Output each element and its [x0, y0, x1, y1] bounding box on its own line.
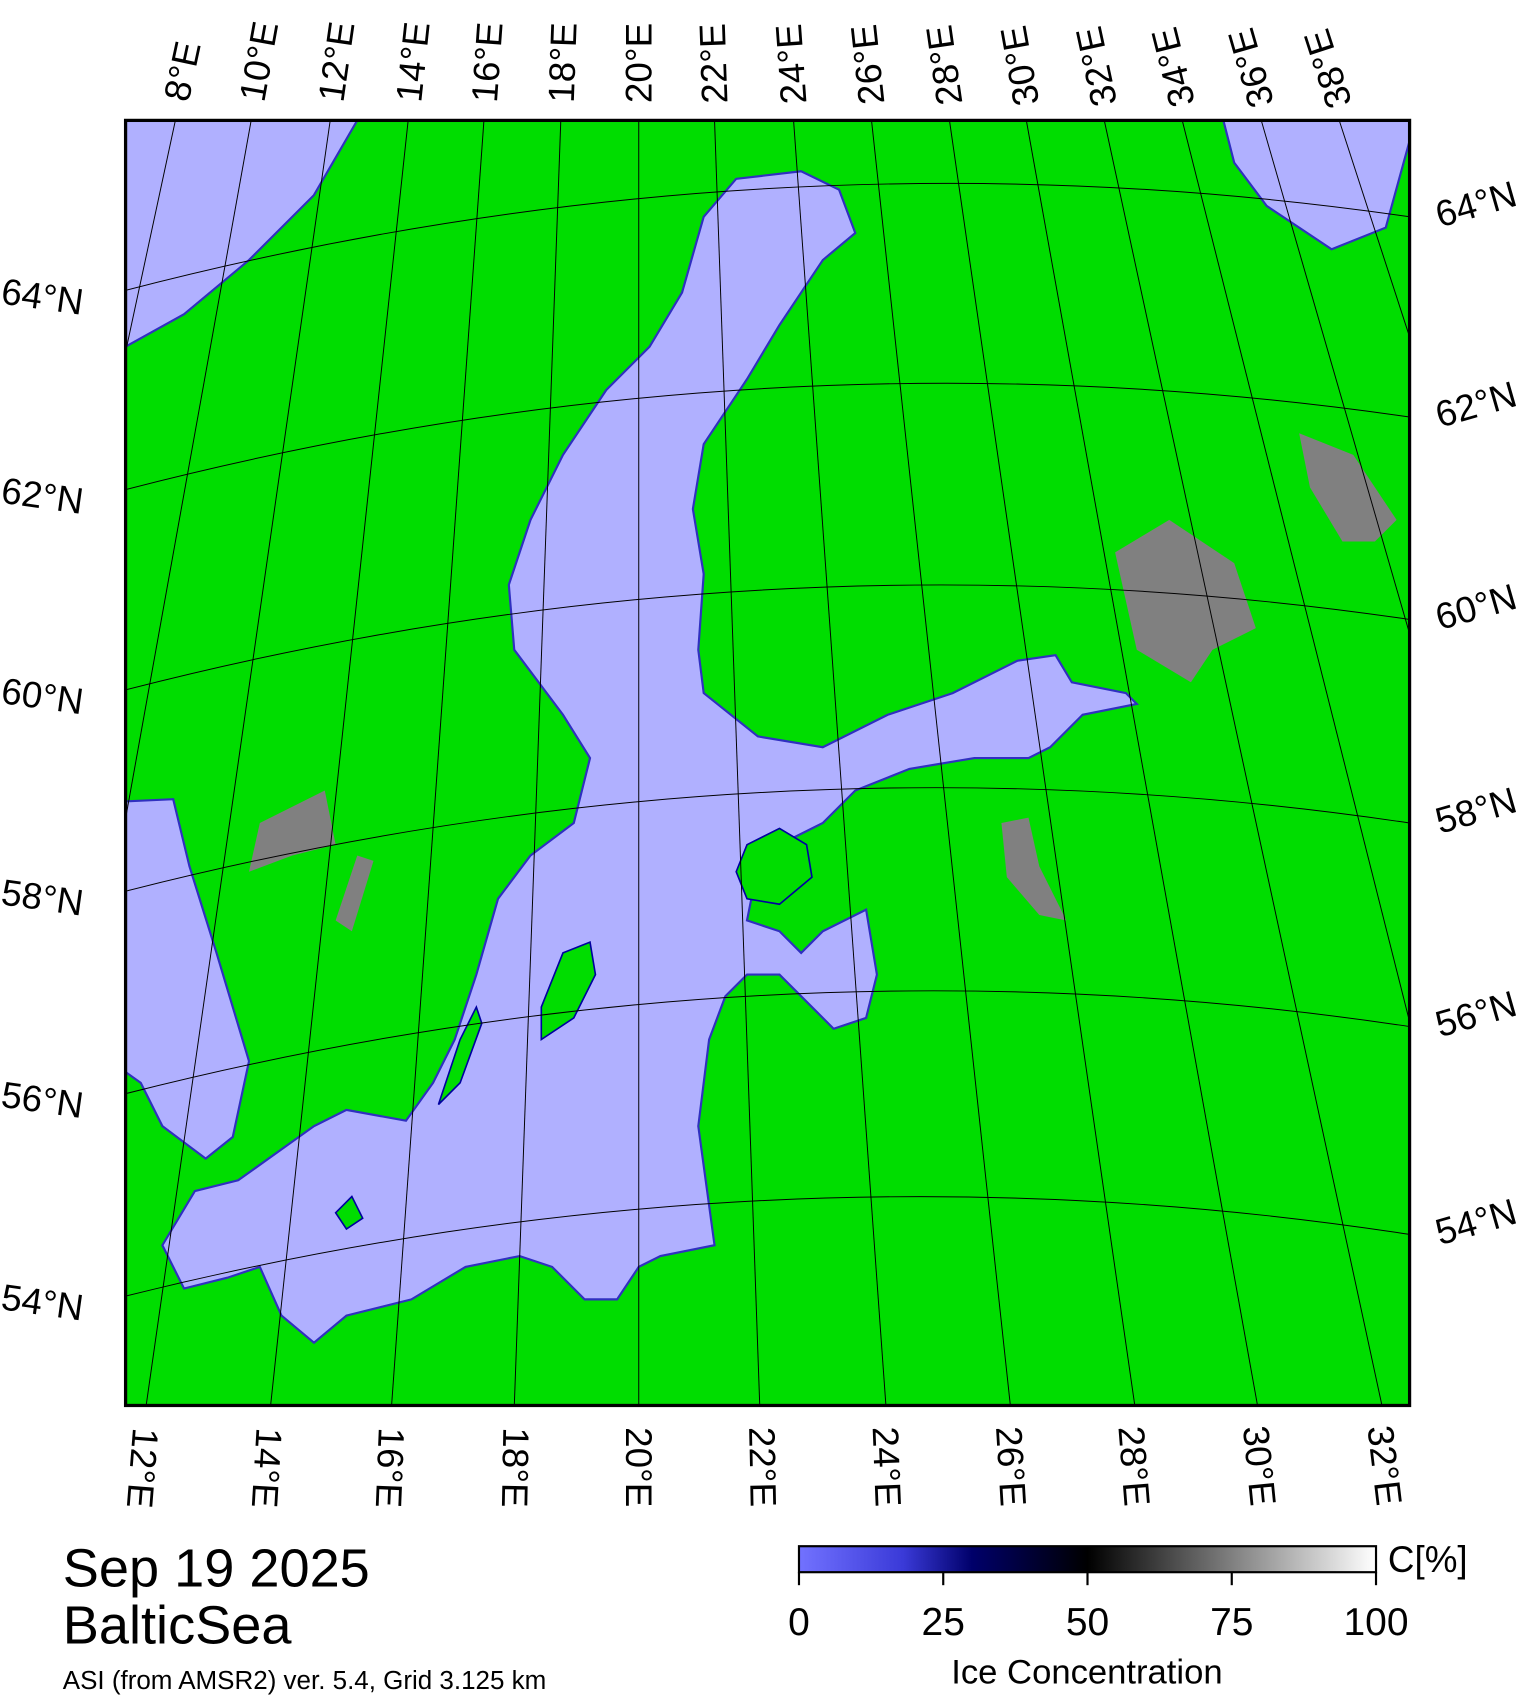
islands: [334, 827, 813, 1231]
meridian: [871, 120, 1011, 1406]
meridian: [948, 120, 1136, 1406]
top-label: 30°E: [993, 23, 1048, 109]
colorbar-tick-label: 100: [1344, 1601, 1409, 1644]
right-label: 54°N: [1431, 1191, 1521, 1253]
right-label: 58°N: [1431, 779, 1521, 841]
colorbar-tick-label: 50: [1066, 1601, 1109, 1644]
right-label: 56°N: [1431, 983, 1521, 1045]
meridian: [1025, 120, 1259, 1406]
parallel: [125, 584, 1410, 691]
parallel: [125, 182, 1410, 291]
parallel: [125, 990, 1410, 1095]
map-frame: [123, 118, 1412, 1408]
meridian: [793, 120, 887, 1406]
date: Sep 19 2025: [63, 1538, 370, 1598]
meridian: [1260, 120, 1410, 636]
top-label: 24°E: [768, 22, 815, 105]
top-label: 34°E: [1144, 23, 1203, 111]
parallel: [125, 382, 1410, 491]
meridian: [1103, 120, 1383, 1406]
right-label: 62°N: [1431, 373, 1521, 435]
peipus: [1001, 817, 1067, 921]
bottom-label: 18°E: [494, 1427, 537, 1508]
lakes: [249, 433, 1397, 932]
meridian: [714, 120, 761, 1406]
top-label: 32°E: [1068, 23, 1125, 110]
left-label: 60°N: [0, 670, 86, 722]
ladoga: [1115, 519, 1256, 683]
saaremaa: [735, 827, 813, 906]
bottom-label: 16°E: [368, 1427, 412, 1509]
top-label: 26°E: [843, 22, 892, 106]
top-label: 28°E: [918, 23, 970, 108]
bottom-label: 26°E: [988, 1425, 1034, 1508]
top-label: 12°E: [311, 19, 363, 104]
colorbar-tick-label: 0: [788, 1601, 810, 1644]
colorbar-tick-label: 75: [1210, 1601, 1253, 1644]
meridian: [513, 120, 562, 1406]
left-label: 56°N: [0, 1074, 86, 1126]
meridian: [1181, 120, 1410, 1024]
bottom-label: 22°E: [741, 1426, 784, 1507]
vattern: [335, 855, 374, 932]
north-sea: [125, 120, 359, 348]
top-label: 8°E: [156, 38, 209, 105]
meridian: [145, 120, 331, 1406]
kattegat: [125, 798, 251, 1161]
graticule: [125, 120, 1410, 1406]
top-label: 18°E: [541, 22, 585, 104]
parallel: [125, 787, 1410, 892]
bottom-label: 24°E: [865, 1426, 909, 1508]
baltic-sea: [161, 170, 1139, 1345]
bottom-label: 12°E: [119, 1426, 166, 1509]
top-label: 36°E: [1220, 24, 1282, 112]
colorbar-tick-label: 25: [922, 1601, 965, 1644]
right-label: 64°N: [1431, 173, 1521, 235]
top-label: 38°E: [1296, 24, 1360, 113]
region: BalticSea: [63, 1596, 293, 1656]
top-label: 14°E: [388, 20, 437, 104]
oland: [437, 1004, 483, 1106]
map-area: [125, 120, 1410, 1406]
bottom-label: 28°E: [1110, 1425, 1157, 1508]
left-label: 62°N: [0, 470, 86, 522]
source: ASI (from AMSR2) ver. 5.4, Grid 3.125 km: [63, 1665, 546, 1695]
top-label: 10°E: [232, 18, 287, 104]
bottom-label: 14°E: [244, 1427, 290, 1509]
colorbar-ramp: [797, 1545, 1378, 1574]
water: [125, 120, 1410, 1345]
onega: [1299, 433, 1397, 542]
right-label: 60°N: [1431, 576, 1521, 638]
meridian: [270, 120, 409, 1406]
white-sea: [1222, 120, 1410, 251]
gotland: [540, 940, 597, 1042]
top-label: 16°E: [464, 21, 511, 104]
left-label: 58°N: [0, 872, 86, 924]
top-label: 20°E: [619, 23, 660, 103]
bottom-label: 20°E: [618, 1427, 659, 1507]
bornholm: [334, 1195, 364, 1231]
left-label: 64°N: [0, 271, 86, 323]
vanern: [249, 790, 336, 872]
meridian: [391, 120, 485, 1406]
colorbar-label: Ice Concentration: [951, 1654, 1222, 1692]
bottom-label: 32°E: [1359, 1423, 1409, 1508]
bottom-label: 30°E: [1235, 1424, 1284, 1508]
top-label: 22°E: [692, 23, 736, 105]
colorbar-unit: C[%]: [1388, 1539, 1468, 1580]
meridian: [125, 120, 252, 822]
colorbar: C[%] Ice Concentration 0 25 50 75 100: [788, 1539, 1468, 1692]
left-label: 54°N: [0, 1276, 86, 1328]
parallel: [125, 1196, 1410, 1297]
